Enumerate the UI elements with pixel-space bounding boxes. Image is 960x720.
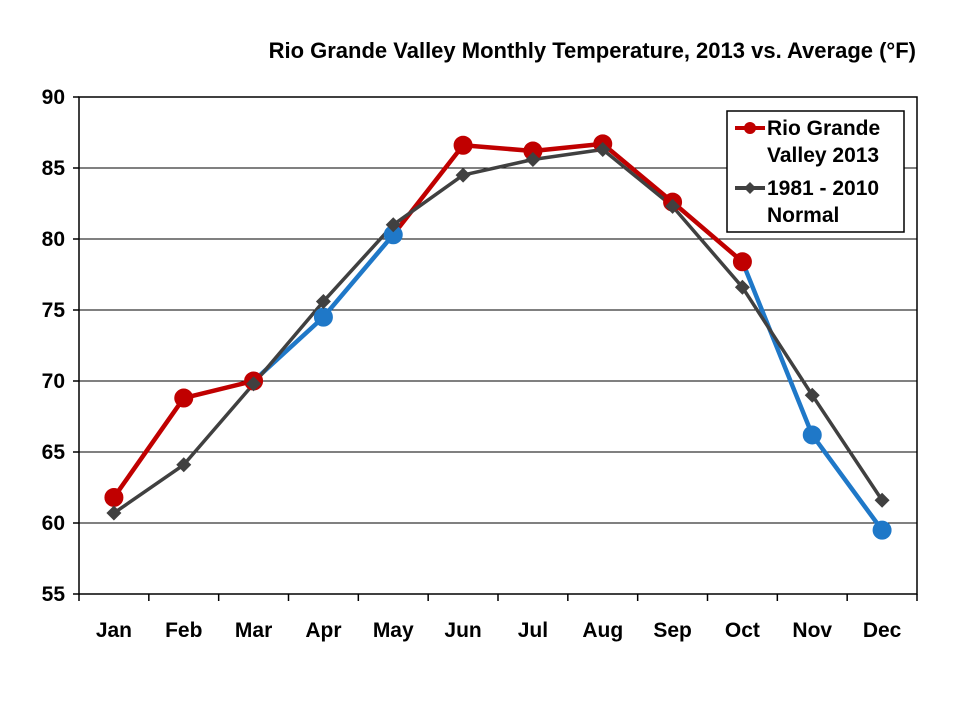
- data-point-actual: [802, 425, 822, 445]
- data-point-actual: [174, 388, 194, 408]
- data-point-normal: [385, 217, 401, 233]
- data-point-actual: [732, 252, 752, 272]
- y-tick-label: 55: [42, 583, 66, 606]
- data-point-actual: [872, 520, 892, 540]
- y-axis: 55 60 65 70 75 80 85 90: [42, 86, 79, 606]
- x-tick-label: Dec: [863, 619, 902, 642]
- series-line-segment-actual: [740, 259, 815, 438]
- series-line-segment-actual: [530, 141, 605, 154]
- data-point-normal: [106, 505, 122, 521]
- y-tick-label: 75: [42, 299, 66, 322]
- data-point-normal: [734, 279, 750, 295]
- plot-area-border: [78, 96, 918, 595]
- data-point-normal: [595, 142, 611, 158]
- series-lines: [111, 141, 885, 533]
- legend-marker-normal: [744, 182, 756, 194]
- y-tick-label: 80: [42, 228, 65, 251]
- series-markers: [104, 134, 892, 540]
- x-axis: Jan Feb Mar Apr May Jun Jul Aug Sep Oct Nov Dec: [78, 594, 918, 642]
- x-tick-label: Apr: [305, 619, 341, 642]
- y-tick-label: 70: [42, 370, 65, 393]
- x-tick-label: Oct: [725, 619, 760, 642]
- data-point-normal: [804, 387, 820, 403]
- series-line-segment-actual: [670, 199, 745, 264]
- y-tick-label: 85: [42, 157, 66, 180]
- data-point-normal: [874, 492, 890, 508]
- data-point-normal: [176, 457, 192, 473]
- x-tick-label: Feb: [165, 619, 202, 642]
- y-tick-label: 90: [42, 86, 65, 109]
- series-line-segment-actual: [460, 143, 536, 154]
- chart-title: Rio Grande Valley Monthly Temperature, 2…: [269, 38, 916, 63]
- data-point-actual: [313, 307, 333, 327]
- series-line-segment-actual: [111, 395, 186, 500]
- series-line-segment-actual: [810, 432, 885, 533]
- series-line-normal: [112, 147, 884, 515]
- legend: Rio Grande Valley 2013 1981 - 2010 Norma…: [726, 110, 905, 233]
- y-tick-label: 65: [42, 441, 66, 464]
- data-point-normal: [246, 376, 262, 392]
- data-point-normal: [455, 167, 471, 183]
- x-tick-label: Aug: [582, 619, 623, 642]
- x-tick-label: Nov: [792, 619, 832, 642]
- x-tick-label: Sep: [653, 619, 692, 642]
- data-point-normal: [665, 198, 681, 214]
- series-line-segment-actual: [391, 143, 466, 237]
- legend-label-normal-line1: 1981 - 2010: [767, 177, 879, 200]
- data-point-normal: [525, 151, 541, 167]
- series-line-segment-actual: [600, 141, 675, 205]
- data-point-actual: [453, 135, 473, 155]
- x-tick-label: Jul: [518, 619, 548, 642]
- x-tick-label: Jun: [444, 619, 481, 642]
- legend-label-normal-line2: Normal: [767, 204, 839, 227]
- data-point-normal: [315, 293, 331, 309]
- legend-marker-actual: [744, 122, 756, 134]
- y-tick-label: 60: [42, 512, 65, 535]
- x-tick-label: May: [373, 619, 414, 642]
- legend-label-actual-line2: Valley 2013: [767, 144, 879, 167]
- x-tick-label: Jan: [96, 619, 132, 642]
- x-tick-label: Mar: [235, 619, 272, 642]
- legend-label-actual-line1: Rio Grande: [767, 117, 880, 140]
- series-line-segment-actual: [181, 378, 256, 401]
- legend-box: [726, 110, 905, 233]
- series-line-segment-actual: [321, 232, 396, 320]
- data-point-actual: [104, 487, 124, 507]
